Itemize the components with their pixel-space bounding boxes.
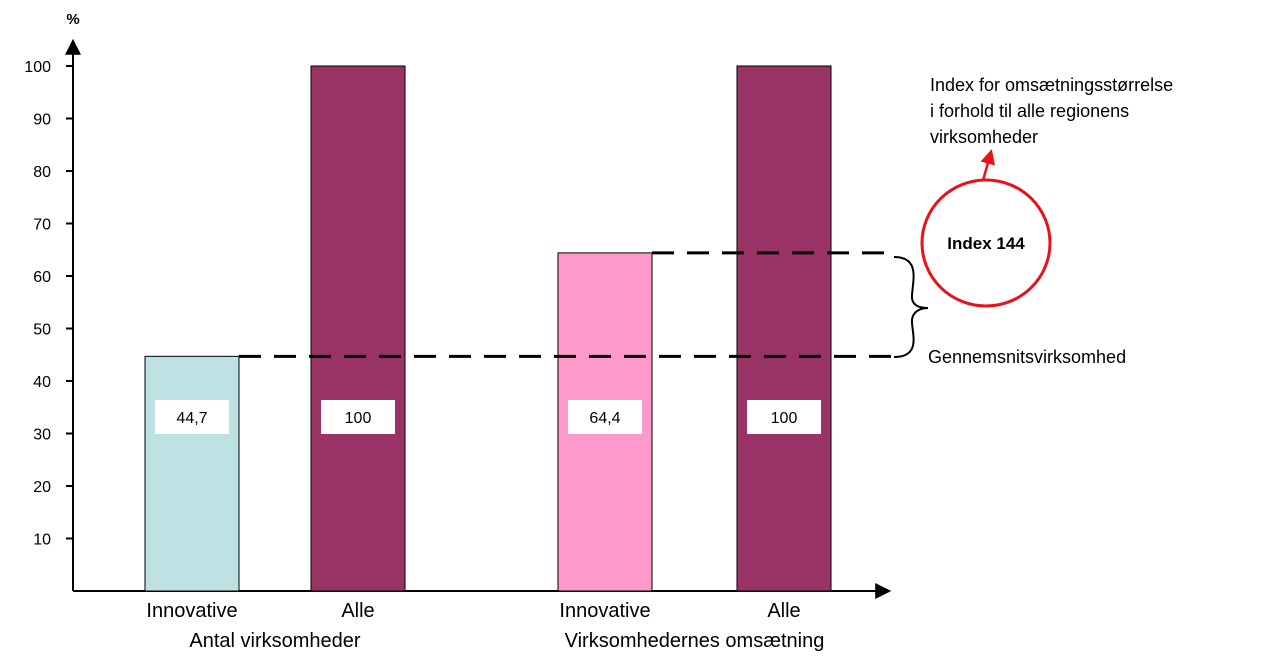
value-label-box [155, 400, 229, 434]
category-label: Innovative [559, 600, 650, 622]
value-label: 64,4 [589, 410, 620, 427]
category-labels: Innovative Alle Antal virksomheder Innovati… [146, 600, 824, 652]
value-label-box [568, 400, 642, 434]
y-tick-label: 70 [33, 217, 51, 234]
y-tick-label: 100 [24, 59, 51, 76]
y-tick-label: 50 [33, 322, 51, 339]
y-tick-label: 40 [33, 374, 51, 391]
category-label: Alle [767, 600, 800, 622]
y-tick-label: 20 [33, 479, 51, 496]
y-unit-label: % [66, 11, 79, 28]
value-label: 44,7 [176, 410, 207, 427]
value-label-box [747, 400, 821, 434]
index-text-line-2: i forhold til alle regionens [930, 101, 1129, 121]
index-badge-label: Index 144 [947, 234, 1025, 253]
average-label: Gennemsnitsvirksomhed [928, 347, 1126, 367]
value-labels: 44,7 100 64,4 100 [155, 400, 821, 434]
index-text-line-3: virksomheder [930, 127, 1038, 147]
value-label: 100 [771, 410, 798, 427]
value-label-box [321, 400, 395, 434]
category-label: Innovative [146, 600, 237, 622]
group-label: Virksomhedernes omsætning [565, 630, 825, 652]
y-tick-label: 30 [33, 427, 51, 444]
index-text-line-1: Index for omsætningsstørrelse [930, 75, 1173, 95]
bar-1-1 [144, 355, 240, 592]
reference-lines [239, 251, 894, 358]
group-label: Antal virksomheder [189, 630, 361, 652]
y-tick-label: 60 [33, 269, 51, 286]
curly-brace [893, 256, 929, 358]
category-label: Alle [341, 600, 374, 622]
bar-2-2 [736, 65, 832, 592]
y-ticks: 10 20 30 40 50 60 70 80 90 100 [24, 59, 73, 549]
index-badge-circle [920, 178, 1052, 308]
y-tick-label: 90 [33, 112, 51, 129]
bar-1-2 [310, 65, 406, 592]
index-annotation-text: Index for omsætningsstørrelse i forhold … [930, 75, 1173, 147]
value-label: 100 [345, 410, 372, 427]
bars [144, 65, 832, 592]
y-tick-label: 80 [33, 164, 51, 181]
y-tick-label: 10 [33, 532, 51, 549]
